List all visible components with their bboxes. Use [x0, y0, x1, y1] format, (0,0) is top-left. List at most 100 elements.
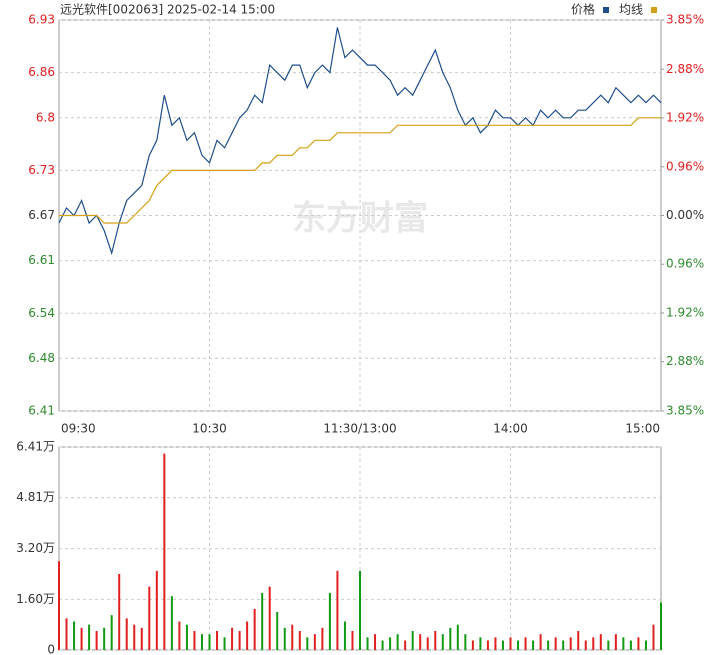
volume-bar	[133, 624, 136, 650]
volume-bar	[494, 637, 497, 650]
volume-bar	[298, 630, 301, 650]
legend-label: 均线	[619, 3, 643, 17]
volume-bar	[313, 634, 316, 650]
volume-bar	[238, 630, 241, 650]
volume-bar	[524, 637, 527, 650]
y2-tick-label: 2.88%	[666, 354, 704, 368]
volume-bar	[163, 453, 166, 650]
volume-bar	[562, 640, 565, 650]
legend-swatch	[651, 7, 657, 13]
volume-bar	[517, 640, 520, 650]
volume-bar	[253, 608, 256, 650]
volume-bar	[396, 634, 399, 650]
y-tick-label: 0	[47, 643, 55, 655]
volume-bar	[456, 624, 459, 650]
volume-bar	[223, 637, 226, 650]
volume-bar	[479, 637, 482, 650]
volume-bar	[351, 630, 354, 650]
volume-bar	[599, 634, 602, 650]
volume-bar	[441, 634, 444, 650]
y-tick-label: 6.54	[28, 306, 55, 320]
volume-bar	[592, 637, 595, 650]
y2-tick-label: 0.96%	[666, 257, 704, 271]
volume-bar	[381, 640, 384, 650]
volume-bar	[58, 561, 60, 650]
x-tick-label: 11:30/13:00	[323, 422, 396, 436]
volume-bar	[607, 640, 610, 650]
volume-bar	[486, 640, 489, 650]
volume-bar	[328, 592, 331, 650]
x-tick-label: 15:00	[625, 422, 660, 436]
volume-bar	[231, 627, 234, 650]
volume-bar	[170, 596, 173, 650]
volume-bar	[660, 602, 662, 650]
legend-label: 价格	[571, 2, 595, 17]
y-tick-label: 6.61	[28, 253, 55, 267]
series-line	[58, 27, 662, 256]
y-tick-label: 4.81万	[16, 490, 55, 504]
y-tick-label: 6.48	[28, 351, 55, 365]
volume-bar	[103, 627, 106, 650]
volume-bar	[148, 586, 151, 650]
volume-bar	[246, 621, 249, 650]
volume-bar	[366, 637, 369, 650]
y-tick-label: 1.60万	[16, 592, 55, 606]
x-tick-label: 10:30	[192, 422, 227, 436]
volume-bar	[411, 630, 414, 650]
volume-bar	[193, 630, 196, 650]
y-tick-label: 6.8	[36, 110, 55, 124]
volume-bar	[216, 630, 219, 650]
volume-bar	[539, 634, 542, 650]
y-tick-label: 3.20万	[16, 541, 55, 555]
volume-bar	[155, 570, 158, 650]
volume-bar	[622, 637, 625, 650]
series-line	[59, 117, 661, 224]
volume-bar	[547, 640, 550, 650]
x-tick-label: 14:00	[493, 422, 528, 436]
volume-bar	[532, 640, 535, 650]
volume-bar	[644, 640, 647, 650]
y2-tick-label: 3.85%	[666, 13, 704, 27]
volume-bar	[291, 624, 294, 650]
volume-bar	[95, 630, 98, 650]
y2-tick-label: 0.96%	[666, 159, 704, 173]
volume-bar	[577, 630, 580, 650]
volume-bar	[629, 640, 632, 650]
volume-bar	[509, 637, 512, 650]
volume-bar	[185, 624, 188, 650]
x-tick-label: 09:30	[61, 422, 96, 436]
volume-bar	[637, 637, 640, 650]
volume-bar	[88, 624, 91, 650]
volume-bar	[321, 627, 324, 650]
y-tick-label: 6.41	[28, 404, 55, 418]
volume-bar	[449, 627, 452, 650]
volume-bar	[118, 573, 121, 650]
volume-bar	[200, 634, 203, 650]
volume-bar	[389, 637, 392, 650]
y2-tick-label: 2.88%	[666, 62, 704, 76]
y-tick-label: 6.73	[28, 163, 55, 177]
volume-bar	[80, 627, 83, 650]
y-tick-label: 6.67	[28, 208, 55, 222]
volume-bar	[65, 618, 68, 650]
volume-bar	[652, 624, 655, 650]
y2-tick-label: 1.92%	[666, 305, 704, 319]
volume-bar	[208, 634, 211, 650]
y-tick-label: 6.93	[28, 13, 55, 27]
volume-bar	[125, 618, 128, 650]
volume-bar	[73, 621, 76, 650]
legend-swatch	[603, 7, 609, 13]
volume-bar	[501, 640, 504, 650]
volume-bar	[110, 615, 113, 650]
volume-bar	[554, 637, 557, 650]
y-tick-label: 6.86	[28, 65, 55, 79]
volume-bar	[584, 640, 587, 650]
volume-bar	[283, 627, 286, 650]
chart-title: 远光软件[002063] 2025-02-14 15:00	[60, 3, 275, 17]
volume-bar	[419, 634, 422, 650]
volume-bar	[426, 637, 429, 650]
y2-tick-label: 0.00%	[666, 208, 704, 222]
y-tick-label: 6.41万	[16, 440, 55, 454]
volume-bar	[306, 637, 309, 650]
